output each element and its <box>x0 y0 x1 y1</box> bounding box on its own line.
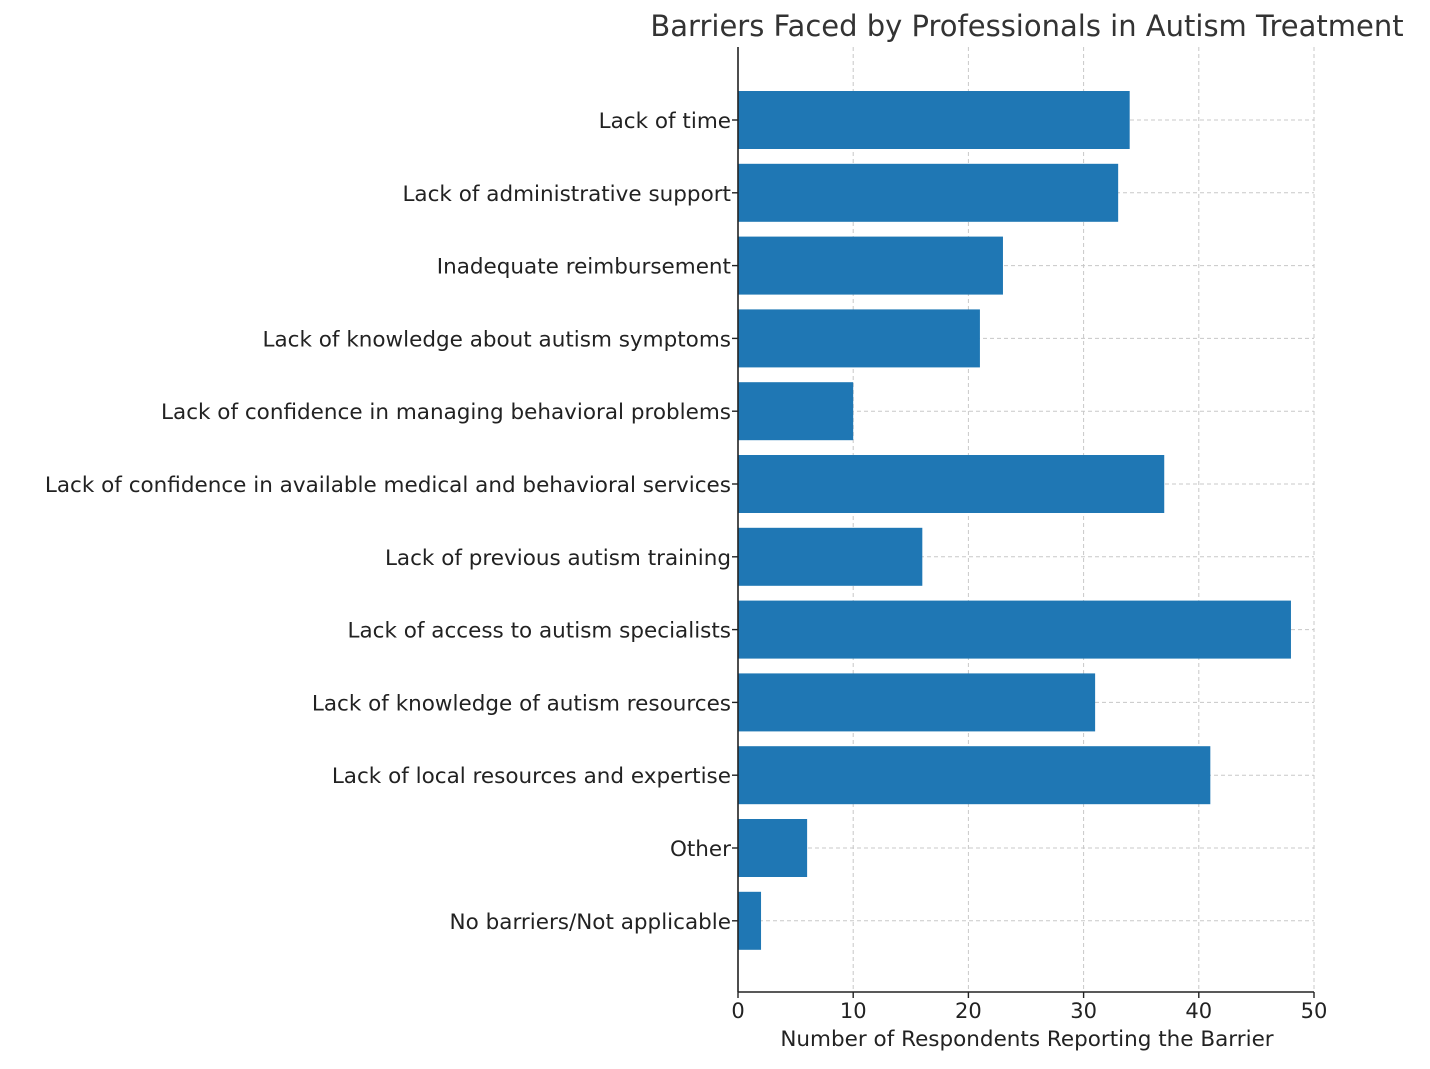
x-tick-label: 20 <box>955 999 982 1023</box>
bar-10 <box>738 746 1211 805</box>
category-label: Lack of previous autism training <box>385 546 731 571</box>
x-tick-label: 30 <box>1070 999 1097 1023</box>
category-label: Lack of time <box>599 109 731 134</box>
bar-12 <box>738 891 762 950</box>
x-ticks: 0 10 20 30 40 50 <box>731 992 1327 1023</box>
bar-1 <box>738 91 1130 149</box>
x-tick-label: 0 <box>731 999 744 1023</box>
category-label: Inadequate reimbursement <box>437 255 731 280</box>
category-label: Lack of knowledge about autism symptoms <box>263 327 732 352</box>
bar-6 <box>738 455 1165 513</box>
x-axis-label: Number of Respondents Reporting the Barr… <box>780 1027 1273 1052</box>
category-label: Lack of local resources and expertise <box>332 764 731 789</box>
chart-title: Barriers Faced by Professionals in Autis… <box>650 9 1403 43</box>
x-tick-label: 10 <box>840 999 867 1023</box>
bar-3 <box>738 236 1003 295</box>
axes <box>732 47 1314 993</box>
category-label: Lack of knowledge of autism resources <box>312 691 731 716</box>
category-label: No barriers/Not applicable <box>450 910 731 935</box>
x-tick-label: 40 <box>1185 999 1212 1023</box>
bar-8 <box>738 600 1291 659</box>
bar-9 <box>738 673 1096 732</box>
bar-2 <box>738 163 1119 222</box>
bar-4 <box>738 309 980 368</box>
x-tick-label: 50 <box>1301 999 1328 1023</box>
bar-7 <box>738 527 923 586</box>
bar-11 <box>738 819 808 877</box>
category-label: Other <box>670 837 731 862</box>
category-label: Lack of confidence in managing behaviora… <box>161 400 731 425</box>
category-label: Lack of access to autism specialists <box>347 619 731 644</box>
category-label: Lack of confidence in available medical … <box>45 473 731 498</box>
bars <box>738 91 1291 950</box>
category-label: Lack of administrative support <box>402 182 731 207</box>
bar-5 <box>738 382 854 441</box>
category-labels: Lack of time Lack of administrative suppo… <box>45 109 731 935</box>
